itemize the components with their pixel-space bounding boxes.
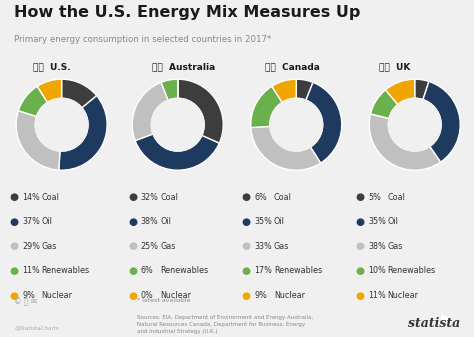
Text: Nuclear: Nuclear bbox=[274, 291, 305, 300]
Text: 🇬🇧  UK: 🇬🇧 UK bbox=[379, 62, 410, 71]
Wedge shape bbox=[415, 79, 429, 100]
Text: 14%: 14% bbox=[22, 193, 40, 202]
Text: Oil: Oil bbox=[42, 217, 53, 226]
Text: ●: ● bbox=[242, 266, 251, 276]
Text: ●: ● bbox=[9, 290, 18, 301]
Circle shape bbox=[388, 98, 441, 151]
Text: Coal: Coal bbox=[388, 193, 406, 202]
Text: Nuclear: Nuclear bbox=[42, 291, 73, 300]
Text: Primary energy consumption in selected countries in 2017*: Primary energy consumption in selected c… bbox=[14, 35, 272, 44]
Text: ●: ● bbox=[128, 192, 137, 202]
Text: 0%: 0% bbox=[141, 291, 154, 300]
Wedge shape bbox=[18, 86, 47, 117]
Text: 11%: 11% bbox=[368, 291, 386, 300]
Text: ●: ● bbox=[356, 217, 365, 227]
Text: 5%: 5% bbox=[368, 193, 381, 202]
Text: Gas: Gas bbox=[160, 242, 175, 251]
Wedge shape bbox=[272, 79, 296, 102]
Wedge shape bbox=[296, 79, 313, 100]
Text: 32%: 32% bbox=[141, 193, 159, 202]
Text: ●: ● bbox=[128, 266, 137, 276]
Text: 17%: 17% bbox=[255, 267, 273, 275]
Text: Renewables: Renewables bbox=[42, 267, 90, 275]
Text: ●: ● bbox=[356, 266, 365, 276]
Text: 🇺🇸  U.S.: 🇺🇸 U.S. bbox=[33, 62, 71, 71]
Wedge shape bbox=[161, 79, 178, 100]
Text: ●: ● bbox=[9, 241, 18, 251]
Text: Sources: EIA, Department of Environment and Energy Australia,
Natural Resources : Sources: EIA, Department of Environment … bbox=[137, 315, 314, 334]
Text: 9%: 9% bbox=[22, 291, 35, 300]
Text: 29%: 29% bbox=[22, 242, 40, 251]
Text: © ⓘ ✉: © ⓘ ✉ bbox=[14, 298, 37, 307]
Wedge shape bbox=[135, 134, 219, 170]
Text: ●: ● bbox=[356, 290, 365, 301]
Text: Gas: Gas bbox=[388, 242, 403, 251]
Text: 38%: 38% bbox=[141, 217, 158, 226]
Wedge shape bbox=[251, 86, 282, 127]
Text: Renewables: Renewables bbox=[274, 267, 322, 275]
Wedge shape bbox=[37, 79, 62, 102]
Wedge shape bbox=[306, 82, 342, 163]
Wedge shape bbox=[16, 111, 60, 170]
Wedge shape bbox=[178, 79, 223, 143]
Text: 37%: 37% bbox=[22, 217, 40, 226]
Text: Oil: Oil bbox=[274, 217, 285, 226]
Text: Nuclear: Nuclear bbox=[388, 291, 419, 300]
Text: ●: ● bbox=[356, 241, 365, 251]
Text: ●: ● bbox=[9, 266, 18, 276]
Text: ●: ● bbox=[242, 290, 251, 301]
Text: ●: ● bbox=[242, 241, 251, 251]
Text: Coal: Coal bbox=[160, 193, 178, 202]
Text: ●: ● bbox=[128, 290, 137, 301]
Text: ●: ● bbox=[242, 217, 251, 227]
Text: ●: ● bbox=[356, 192, 365, 202]
Text: 9%: 9% bbox=[255, 291, 267, 300]
Text: 6%: 6% bbox=[255, 193, 267, 202]
Text: ●: ● bbox=[128, 241, 137, 251]
Text: ●: ● bbox=[9, 192, 18, 202]
Wedge shape bbox=[423, 82, 460, 162]
Wedge shape bbox=[62, 79, 97, 108]
Text: ▶: ▶ bbox=[441, 311, 452, 326]
Wedge shape bbox=[132, 82, 168, 141]
Text: 10%: 10% bbox=[368, 267, 386, 275]
Text: 35%: 35% bbox=[255, 217, 273, 226]
Text: * latest available: * latest available bbox=[137, 298, 191, 303]
Text: Renewables: Renewables bbox=[388, 267, 436, 275]
Text: Oil: Oil bbox=[388, 217, 399, 226]
Text: How the U.S. Energy Mix Measures Up: How the U.S. Energy Mix Measures Up bbox=[14, 5, 361, 20]
Wedge shape bbox=[369, 114, 440, 170]
Text: ●: ● bbox=[9, 217, 18, 227]
Text: ●: ● bbox=[128, 217, 137, 227]
Text: 35%: 35% bbox=[368, 217, 386, 226]
Text: @StatistaCharts: @StatistaCharts bbox=[14, 325, 59, 330]
Circle shape bbox=[270, 98, 323, 151]
Text: 🇦🇺  Australia: 🇦🇺 Australia bbox=[152, 62, 215, 71]
Text: 25%: 25% bbox=[141, 242, 159, 251]
Wedge shape bbox=[251, 126, 320, 170]
Text: statista: statista bbox=[408, 317, 460, 330]
Text: Gas: Gas bbox=[42, 242, 57, 251]
Circle shape bbox=[35, 98, 88, 151]
Wedge shape bbox=[59, 96, 107, 170]
Circle shape bbox=[151, 98, 204, 151]
Text: 38%: 38% bbox=[368, 242, 386, 251]
Text: Renewables: Renewables bbox=[160, 267, 209, 275]
Text: Coal: Coal bbox=[274, 193, 292, 202]
Wedge shape bbox=[371, 90, 398, 119]
Text: 🇨🇦  Canada: 🇨🇦 Canada bbox=[265, 62, 320, 71]
Text: 11%: 11% bbox=[22, 267, 40, 275]
Text: ●: ● bbox=[242, 192, 251, 202]
Text: Gas: Gas bbox=[274, 242, 289, 251]
Text: Coal: Coal bbox=[42, 193, 60, 202]
Text: 6%: 6% bbox=[141, 267, 154, 275]
Text: 33%: 33% bbox=[255, 242, 272, 251]
Text: Oil: Oil bbox=[160, 217, 171, 226]
Text: Nuclear: Nuclear bbox=[160, 291, 191, 300]
Wedge shape bbox=[385, 79, 415, 104]
